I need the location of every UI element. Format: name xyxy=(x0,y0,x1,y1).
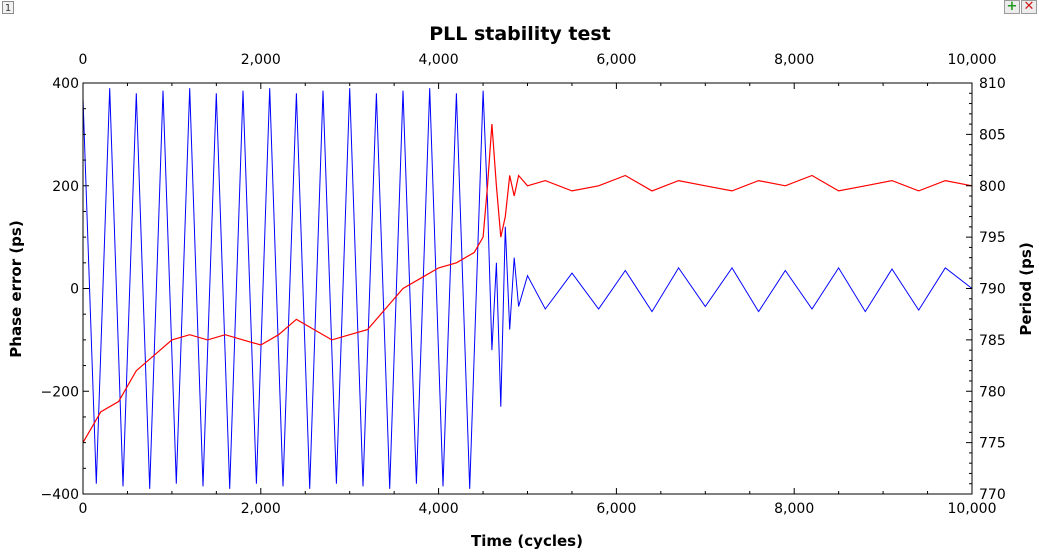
plus-icon[interactable]: + xyxy=(1004,0,1020,14)
x-tick-label-bottom: 2,000 xyxy=(241,501,281,517)
x-tick-label-top: 4,000 xyxy=(419,52,459,68)
y-left-tick-label: −400 xyxy=(41,487,79,503)
x-tick-label-bottom: 4,000 xyxy=(419,501,459,517)
y-left-tick-label: −200 xyxy=(41,384,79,400)
y-right-tick-label: 805 xyxy=(979,127,1006,143)
x-tick-label-bottom: 8,000 xyxy=(774,501,814,517)
series-line-0 xyxy=(82,88,973,489)
y-right-tick-label: 770 xyxy=(979,487,1006,503)
x-tick-label-top: 10,000 xyxy=(948,52,997,68)
close-icon[interactable]: ✕ xyxy=(1021,0,1037,14)
plot-frame xyxy=(82,82,973,495)
x-tick-label-top: 8,000 xyxy=(774,52,814,68)
x-tick-label-bottom: 6,000 xyxy=(596,501,636,517)
y-right-tick-label: 795 xyxy=(979,230,1006,246)
y-left-tick-label: 0 xyxy=(70,282,79,298)
x-tick-label-top: 0 xyxy=(79,52,88,68)
chart-title: PLL stability test xyxy=(429,23,611,45)
y-right-tick-label: 800 xyxy=(979,179,1006,195)
y-left-tick-label: 400 xyxy=(52,76,79,92)
x-tick-label-bottom: 0 xyxy=(79,501,88,517)
y-left-axis-label: Phase error (ps) xyxy=(7,220,25,357)
y-right-tick-label: 780 xyxy=(979,384,1006,400)
y-right-tick-label: 790 xyxy=(979,282,1006,298)
x-tick-label-top: 6,000 xyxy=(596,52,636,68)
y-right-tick-label: 775 xyxy=(979,436,1006,452)
axes-layer: 0 0 2,000 2,000 4,000 4,000 6,000 6,000 8,000 8,0… xyxy=(41,52,1006,517)
series-layer xyxy=(82,88,973,489)
x-tick-label-top: 2,000 xyxy=(241,52,281,68)
y-right-tick-label: 810 xyxy=(979,76,1006,92)
y-left-tick-label: 200 xyxy=(52,179,79,195)
window-tag: 1 xyxy=(2,1,14,14)
y-right-axis-label: Period (ps) xyxy=(1017,242,1035,335)
series-line-1 xyxy=(82,124,973,443)
x-axis-label: Time (cycles) xyxy=(471,532,583,550)
y-right-tick-label: 785 xyxy=(979,333,1006,349)
x-tick-label-bottom: 10,000 xyxy=(948,501,997,517)
